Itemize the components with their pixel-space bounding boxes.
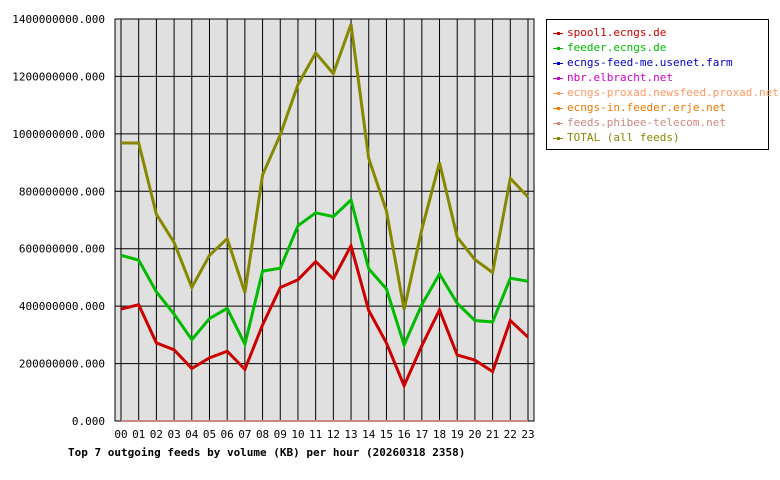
legend-swatch (553, 28, 563, 38)
legend-label: feeder.ecngs.de (567, 41, 667, 54)
legend-swatch (553, 103, 563, 113)
vertical-gridlines (120, 19, 529, 421)
legend-label: TOTAL (all feeds) (567, 131, 680, 144)
legend-item: nbr.elbracht.net (553, 70, 768, 85)
x-tick-label: 21 (486, 428, 499, 441)
x-tick-label: 06 (221, 428, 234, 441)
x-tick-label: 22 (504, 428, 517, 441)
x-tick-label: 10 (291, 428, 304, 441)
legend-item: TOTAL (all feeds) (553, 130, 768, 145)
x-tick-label: 01 (132, 428, 145, 441)
legend-swatch (553, 88, 563, 98)
legend-swatch (553, 58, 563, 68)
series-line-7 (121, 23, 530, 310)
x-tick-label: 14 (362, 428, 376, 441)
y-tick-label: 0.000 (72, 415, 105, 428)
x-axis-tick-labels: 00 01 02 03 04 05 06 07 08 09 10 11 12 13 14 15 16 17 18 19… (114, 428, 534, 441)
y-tick-label: 600000000.000 (19, 243, 105, 256)
x-tick-label: 20 (468, 428, 481, 441)
legend-swatch (553, 118, 563, 128)
legend-item: ecngs-in.feeder.erje.net (553, 100, 768, 115)
y-tick-label: 1400000000.000 (12, 13, 105, 26)
x-tick-label: 04 (185, 428, 199, 441)
legend-swatch (553, 43, 563, 53)
y-tick-label: 200000000.000 (19, 358, 105, 371)
x-tick-label: 11 (309, 428, 322, 441)
x-tick-label: 00 (114, 428, 127, 441)
series-line-0 (120, 241, 530, 390)
legend-label: nbr.elbracht.net (567, 71, 673, 84)
y-tick-label: 1200000000.000 (12, 70, 105, 83)
legend-label: ecngs-proxad.newsfeed.proxad.net (567, 86, 779, 99)
x-tick-label: 09 (274, 428, 287, 441)
legend-item: ecngs-feed-me.usenet.farm (553, 55, 768, 70)
y-tick-label: 1000000000.000 (12, 128, 105, 141)
x-tick-label: 07 (238, 428, 251, 441)
legend-swatch (553, 73, 563, 83)
series-lines (120, 23, 530, 422)
legend-swatch (553, 133, 563, 143)
chart-legend: spool1.ecngs.de feeder.ecngs.de ecngs-feed… (546, 19, 779, 150)
series-line-1 (120, 197, 529, 350)
x-tick-label: 12 (327, 428, 340, 441)
plot-area (114, 18, 535, 422)
y-tick-label: 400000000.000 (19, 300, 105, 313)
x-tick-label: 23 (521, 428, 534, 441)
legend-item: feeder.ecngs.de (553, 40, 768, 55)
x-tick-label: 03 (167, 428, 180, 441)
x-tick-label: 17 (415, 428, 428, 441)
legend-label: ecngs-in.feeder.erje.net (567, 101, 726, 114)
x-tick-label: 18 (433, 428, 446, 441)
legend-label: spool1.ecngs.de (567, 26, 667, 39)
y-tick-label: 800000000.000 (19, 185, 105, 198)
chart-title: Top 7 outgoing feeds by volume (KB) per … (68, 446, 466, 459)
x-tick-label: 13 (344, 428, 357, 441)
x-tick-label: 19 (451, 428, 464, 441)
y-axis-tick-labels: 0.000 200000000.000 400000000.000 600000000… (12, 13, 105, 428)
legend-item: feeds.phibee-telecom.net (553, 115, 768, 130)
x-tick-label: 08 (256, 428, 269, 441)
x-tick-label: 05 (203, 428, 216, 441)
x-tick-label: 16 (398, 428, 411, 441)
x-tick-label: 15 (380, 428, 393, 441)
legend-item: ecngs-proxad.newsfeed.proxad.net (553, 85, 779, 100)
x-tick-label: 02 (150, 428, 163, 441)
legend-label: feeds.phibee-telecom.net (567, 116, 726, 129)
legend-item: spool1.ecngs.de (553, 25, 768, 40)
legend-label: ecngs-feed-me.usenet.farm (567, 56, 733, 69)
